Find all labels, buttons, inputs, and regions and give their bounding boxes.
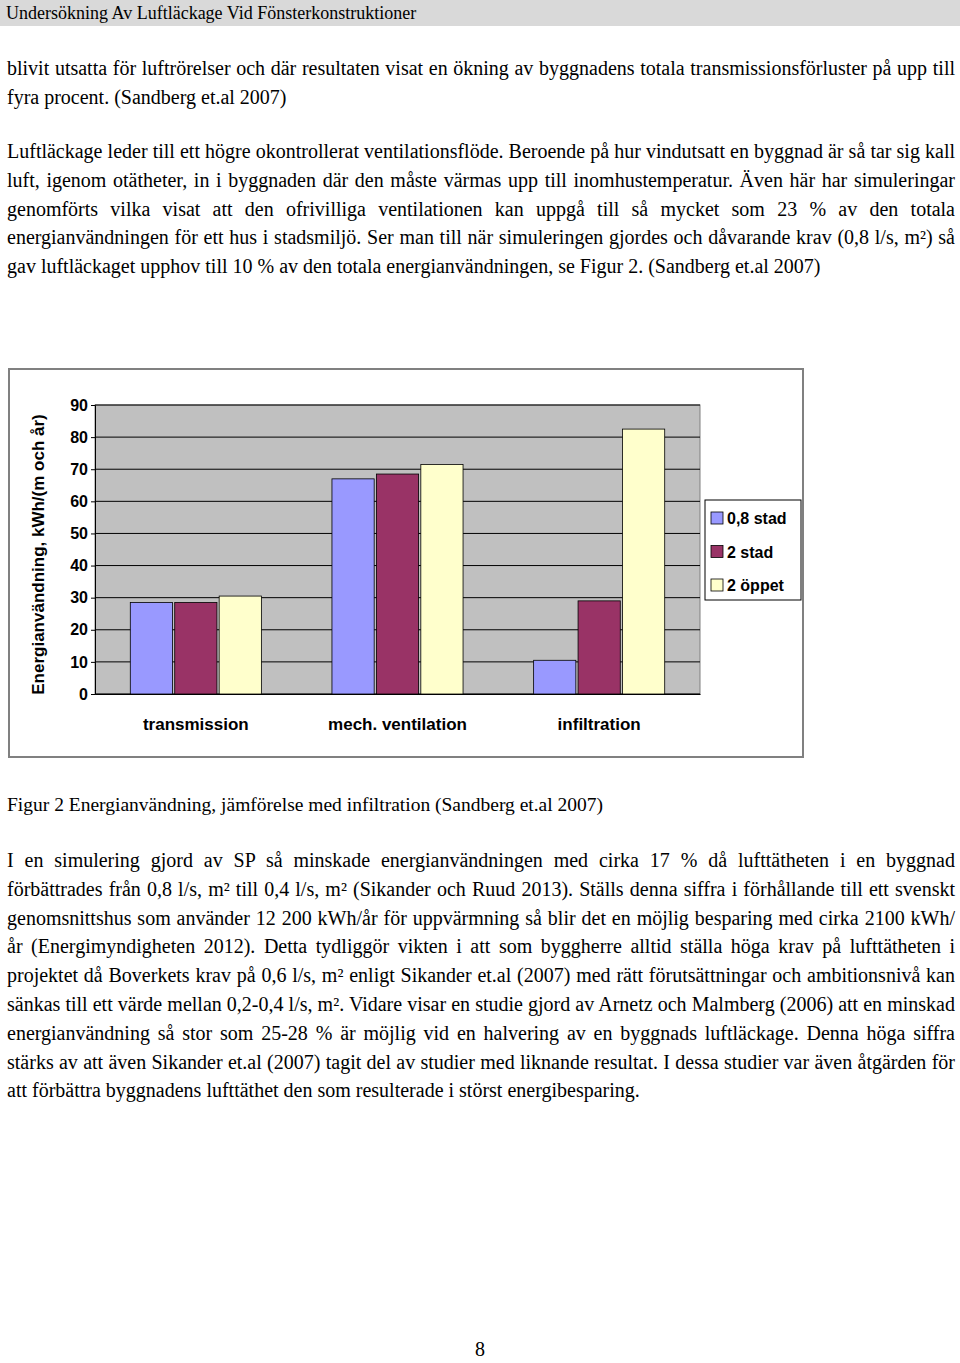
grid-line — [95, 437, 700, 438]
y-tick-mark — [91, 501, 95, 502]
grid — [95, 405, 700, 694]
bar — [622, 429, 664, 694]
paragraph: Luftläckage leder till ett högre okontro… — [7, 137, 955, 281]
y-tick-mark — [91, 630, 95, 631]
y-tick-mark — [91, 694, 95, 695]
y-tick: 30 — [70, 589, 95, 606]
chart-frame — [9, 369, 803, 757]
y-tick-mark — [91, 405, 95, 406]
chart: 0 10 20 30 40 50 60 70 80 90 transmission mech. ven… — [8, 368, 808, 760]
y-axis-line — [91, 406, 96, 695]
y-tick-mark — [91, 533, 95, 534]
page-header: Undersökning Av Luftläckage Vid Fönsterk… — [0, 0, 960, 26]
grid-line — [95, 469, 700, 470]
x-tick-label: transmission — [143, 715, 249, 734]
figure-caption: Figur 2 Energianvändning, jämförelse med… — [7, 794, 603, 816]
x-axis: transmission mech. ventilation infiltratio… — [96, 694, 701, 734]
y-tick: 10 — [70, 654, 95, 671]
y-tick: 90 — [70, 397, 95, 414]
legend: 0,8 stad 2 stad 2 öppet — [705, 500, 801, 600]
y-tick: 0 — [79, 686, 95, 703]
legend-swatch — [711, 512, 723, 524]
grid-line — [95, 405, 700, 406]
bar — [130, 602, 172, 694]
y-tick-label: 0 — [79, 686, 88, 703]
bar — [332, 479, 374, 694]
bar — [376, 474, 418, 694]
y-tick-label: 20 — [70, 621, 88, 638]
paragraph: I en simulering gjord av SP så minskade … — [7, 846, 955, 1105]
y-tick: 20 — [70, 621, 95, 638]
bar — [219, 596, 261, 694]
y-tick-mark — [91, 566, 95, 567]
y-tick: 80 — [70, 429, 95, 446]
y-tick-mark — [91, 437, 95, 438]
bar — [421, 464, 463, 694]
y-tick-mark — [91, 469, 95, 470]
x-tick: mech. ventilation — [328, 694, 467, 734]
bar — [175, 602, 217, 694]
page-number: 8 — [0, 1338, 960, 1361]
y-tick-label: 10 — [70, 654, 88, 671]
x-tick: infiltration — [558, 694, 641, 734]
y-axis-title: Energianvändning, kWh/(m och år) — [29, 414, 48, 695]
y-tick-label: 90 — [70, 397, 88, 414]
legend-label: 2 stad — [727, 544, 773, 561]
x-tick-label: infiltration — [558, 715, 641, 734]
legend-swatch — [711, 579, 723, 591]
y-tick-label: 80 — [70, 429, 88, 446]
legend-swatch — [711, 546, 723, 558]
x-tick: transmission — [143, 694, 249, 734]
bar — [578, 601, 620, 694]
y-tick: 50 — [70, 525, 95, 542]
y-axis: 0 10 20 30 40 50 60 70 80 90 — [70, 397, 95, 703]
paragraph: blivit utsatta för luftrörelser och där … — [7, 54, 955, 112]
y-tick: 60 — [70, 493, 95, 510]
legend-label: 2 öppet — [727, 577, 785, 594]
y-tick-mark — [91, 662, 95, 663]
y-tick: 40 — [70, 557, 95, 574]
y-tick-label: 50 — [70, 525, 88, 542]
y-tick-label: 70 — [70, 461, 88, 478]
y-tick-label: 40 — [70, 557, 88, 574]
x-axis-line — [96, 694, 701, 695]
header-title: Undersökning Av Luftläckage Vid Fönsterk… — [0, 3, 416, 23]
plot-area — [95, 405, 700, 694]
x-tick-label: mech. ventilation — [328, 715, 467, 734]
y-tick-label: 30 — [70, 589, 88, 606]
y-tick-mark — [91, 598, 95, 599]
legend-label: 0,8 stad — [727, 510, 787, 527]
y-tick-label: 60 — [70, 493, 88, 510]
y-tick: 70 — [70, 461, 95, 478]
legend-box — [705, 500, 801, 600]
bar — [534, 660, 576, 694]
bars — [130, 429, 664, 694]
